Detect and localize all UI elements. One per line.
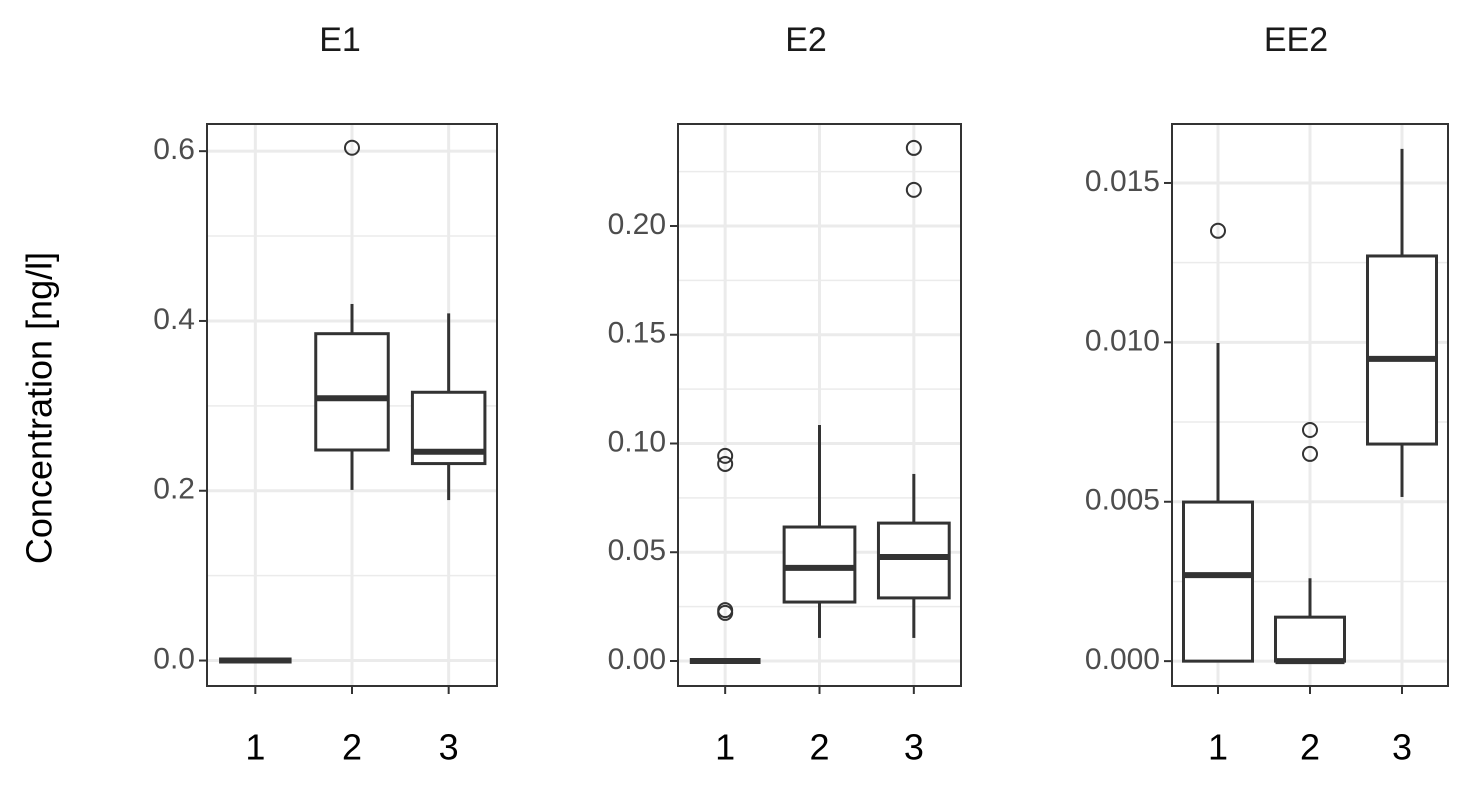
y-tick-label: 0.010: [1085, 324, 1160, 357]
y-tick-label: 0.6: [153, 133, 195, 166]
y-tick-label: 0.00: [608, 643, 666, 676]
y-tick-label: 0.10: [608, 425, 666, 458]
outlier: [717, 604, 734, 621]
y-tick-label: 0.0: [153, 642, 195, 675]
outlier: [717, 455, 734, 472]
panel-border: [206, 123, 498, 687]
panel-border: [1171, 123, 1449, 687]
y-tick-label: 0.05: [608, 534, 666, 567]
x-tick-label: 3: [904, 727, 924, 768]
outlier: [717, 447, 734, 464]
x-tick-label: 1: [1208, 727, 1228, 768]
x-tick-label: 2: [809, 727, 829, 768]
box: [782, 525, 857, 604]
y-axis-title: Concentration [ng/l]: [19, 252, 60, 564]
outlier: [1302, 445, 1318, 462]
y-tick-label: 0.4: [153, 303, 195, 336]
outlier: [905, 139, 922, 156]
y-tick-label: 0.005: [1085, 484, 1160, 517]
box: [876, 521, 951, 600]
y-tick-label: 0.000: [1085, 643, 1160, 676]
outlier: [1210, 222, 1226, 239]
panel-title: E2: [785, 21, 827, 59]
x-tick-label: 2: [1300, 727, 1320, 768]
x-tick-label: 2: [342, 727, 362, 768]
box: [1366, 254, 1438, 446]
panel-title: E1: [319, 21, 361, 59]
outlier: [1302, 422, 1318, 439]
x-tick-label: 1: [245, 727, 265, 768]
panel-border: [677, 123, 962, 687]
box: [1274, 615, 1346, 663]
x-tick-label: 1: [715, 727, 735, 768]
panel-title: EE2: [1264, 21, 1328, 59]
outlier: [344, 139, 360, 156]
x-tick-label: 3: [1392, 727, 1412, 768]
y-tick-label: 0.20: [608, 208, 666, 241]
box: [1182, 500, 1254, 663]
y-tick-label: 0.2: [153, 473, 195, 506]
outlier: [905, 181, 922, 198]
box: [314, 332, 390, 452]
x-tick-label: 3: [439, 727, 459, 768]
y-tick-label: 0.015: [1085, 165, 1160, 198]
y-tick-label: 0.15: [608, 317, 666, 350]
